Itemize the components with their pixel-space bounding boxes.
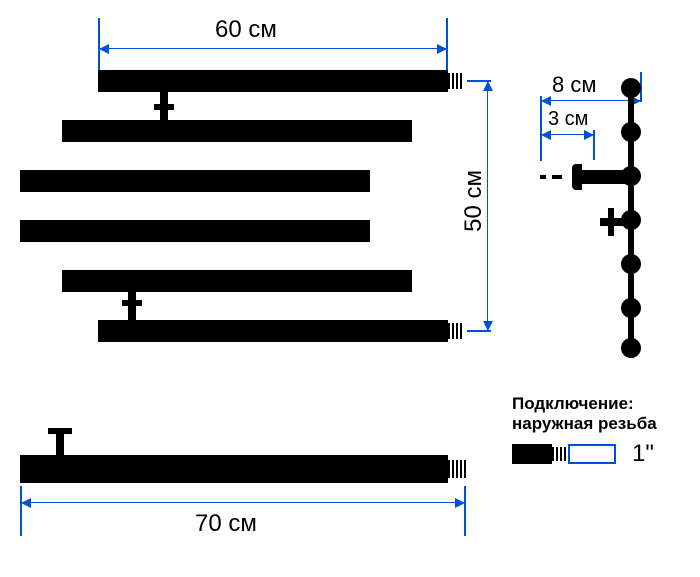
front-bar-4 xyxy=(20,220,370,242)
front-bar-1-thread xyxy=(448,73,464,89)
bot-dim-label: 70 см xyxy=(195,510,257,538)
conn-size: 1" xyxy=(632,440,654,468)
front-bar-1 xyxy=(98,70,448,92)
side-dot-1 xyxy=(621,78,641,98)
legend-outline xyxy=(568,444,616,464)
side-dot-7 xyxy=(621,338,641,358)
bottom-mount-cap xyxy=(48,428,72,434)
conn-sub: наружная резьба xyxy=(512,414,657,434)
s8-line xyxy=(542,100,640,101)
side-8-label: 8 см xyxy=(552,72,596,98)
front-conn-2v xyxy=(128,292,136,320)
side-br2 xyxy=(600,218,628,226)
h-dim-label: 50 см xyxy=(460,170,488,232)
bottom-bar-thread xyxy=(448,460,466,478)
bot-dim-left-tick xyxy=(20,486,22,536)
bot-dim-right-tick xyxy=(464,486,466,536)
conn-title: Подключение: xyxy=(512,394,634,414)
front-bar-2 xyxy=(62,120,412,142)
side-br1 xyxy=(582,170,628,184)
s3-line xyxy=(542,134,593,135)
top-dim-line xyxy=(100,48,446,49)
front-conn-1h xyxy=(154,104,174,110)
side-br1-dash2 xyxy=(540,175,546,179)
front-bar-6-thread xyxy=(448,323,464,339)
top-dim-label: 60 см xyxy=(215,16,277,44)
side-dot-2 xyxy=(621,122,641,142)
front-conn-2h xyxy=(122,300,142,306)
legend-bar xyxy=(512,444,552,464)
bottom-mount-stem xyxy=(56,432,64,455)
front-bar-6 xyxy=(98,320,448,342)
side-3-label: 3 см xyxy=(548,108,588,131)
bottom-bar xyxy=(20,455,448,483)
side-dot-6 xyxy=(621,298,641,318)
s8-left xyxy=(540,96,542,161)
front-bar-5 xyxy=(62,270,412,292)
side-br1-cap xyxy=(572,164,582,190)
legend-thread xyxy=(552,447,566,461)
side-dot-5 xyxy=(621,254,641,274)
front-bar-3 xyxy=(20,170,370,192)
bot-dim-line xyxy=(22,502,464,503)
side-br2-cap xyxy=(608,208,614,236)
side-br1-dash xyxy=(552,175,562,179)
